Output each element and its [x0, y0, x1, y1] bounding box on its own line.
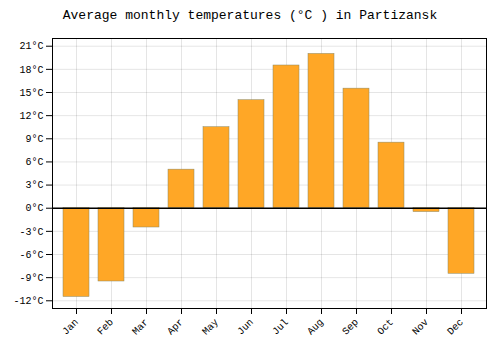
svg-text:9°C: 9°C — [25, 134, 43, 145]
svg-text:-3°C: -3°C — [19, 227, 43, 238]
svg-text:3°C: 3°C — [25, 180, 43, 191]
svg-text:Mar: Mar — [130, 317, 151, 338]
svg-text:Dec: Dec — [445, 317, 466, 338]
svg-text:Nov: Nov — [410, 317, 431, 338]
html-text:Average monthly temperatures (: Average monthly temperatures (°C ) in Pa… — [62, 8, 438, 23]
svg-text:Sep: Sep — [340, 317, 361, 338]
svg-text:15°C: 15°C — [19, 88, 43, 99]
svg-text:Oct: Oct — [375, 317, 396, 338]
svg-text:Jun: Jun — [235, 317, 256, 338]
svg-text:-12°C: -12°C — [13, 296, 43, 307]
svg-text:-6°C: -6°C — [19, 250, 43, 261]
svg-text:-9°C: -9°C — [19, 273, 43, 284]
svg-text:Aug: Aug — [305, 317, 326, 338]
svg-text:Jan: Jan — [60, 317, 81, 338]
svg-text:18°C: 18°C — [19, 65, 43, 76]
svg-text:21°C: 21°C — [19, 41, 43, 52]
svg-text:0°C: 0°C — [25, 203, 43, 214]
svg-text:12°C: 12°C — [19, 111, 43, 122]
svg-text:Apr: Apr — [165, 317, 186, 338]
svg-text:May: May — [200, 317, 221, 338]
svg-text:6°C: 6°C — [25, 157, 43, 168]
svg-text:Feb: Feb — [95, 317, 116, 338]
svg-text:Jul: Jul — [270, 317, 291, 338]
